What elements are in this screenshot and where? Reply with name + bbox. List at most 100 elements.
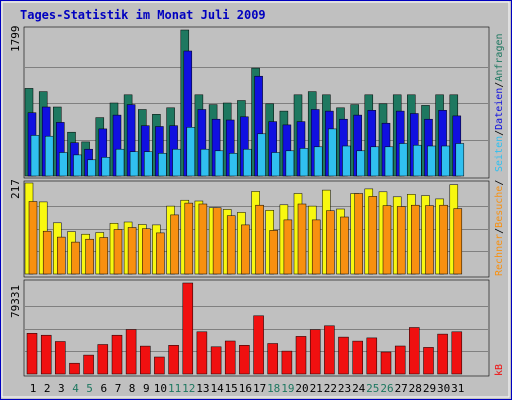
x-label-day-29: 29	[423, 382, 436, 395]
x-label-day-25: 25	[366, 382, 379, 395]
bar-visits-sites-day-28	[411, 204, 420, 275]
x-label-day-28: 28	[409, 382, 422, 395]
bar-requests-pages-day-26	[384, 146, 394, 177]
x-label-day-20: 20	[295, 382, 308, 395]
ymax-label-kbytes: 79331	[9, 285, 22, 318]
x-label-day-24: 24	[352, 382, 366, 395]
legend-files: Dateien	[494, 88, 505, 130]
bar-visits-sites-day-20	[297, 203, 307, 275]
bar-requests-pages-day-13	[200, 148, 210, 177]
bar-kbytes-kbytes-day-1	[26, 333, 38, 375]
bar-visits-sites-day-5	[85, 238, 94, 275]
bar-visits-sites-day-22	[326, 210, 335, 275]
chart-title: Tages-Statistik im Monat Juli 2009	[20, 8, 266, 22]
x-axis-labels: 1 2 3 4 5 6 7 8 9 10 11 12 13 14 15 16 17 18 19 20 21 22 23 24 2…	[30, 382, 465, 395]
bar-kbytes-kbytes-day-5	[83, 354, 94, 375]
bar-visits-sites-day-27	[396, 206, 406, 275]
bar-requests-pages-day-2	[44, 135, 54, 177]
bar-kbytes-kbytes-day-13	[196, 331, 208, 375]
bar-visits-sites-day-7	[113, 229, 123, 275]
x-label-day-17: 17	[253, 382, 266, 395]
bar-requests-pages-day-27	[398, 143, 408, 177]
bar-requests-pages-day-30	[441, 145, 450, 177]
bar-kbytes-kbytes-day-4	[69, 362, 80, 375]
bar-requests-pages-day-19	[285, 150, 295, 177]
bar-kbytes-kbytes-day-9	[140, 345, 151, 375]
bar-requests-pages-day-8	[129, 151, 139, 177]
x-label-day-12: 12	[182, 382, 195, 395]
bar-visits-sites-day-26	[382, 205, 392, 275]
bar-kbytes-kbytes-day-31	[451, 331, 463, 375]
x-label-day-7: 7	[115, 382, 122, 395]
x-label-day-18: 18	[267, 382, 280, 395]
x-label-day-3: 3	[58, 382, 65, 395]
bar-requests-pages-day-24	[356, 150, 365, 177]
bar-kbytes-kbytes-day-29	[423, 347, 434, 375]
bar-visits-sites-day-11	[170, 214, 179, 275]
legend-kbytes: kB	[494, 364, 505, 376]
x-label-day-31: 31	[451, 382, 464, 395]
x-label-day-27: 27	[395, 382, 408, 395]
bar-requests-pages-day-31	[455, 143, 465, 177]
bar-kbytes-kbytes-day-18	[267, 343, 278, 375]
bar-requests-pages-day-25	[370, 146, 380, 177]
legend-visits-label: Besuche	[494, 186, 505, 228]
x-label-day-16: 16	[239, 382, 252, 395]
bar-visits-sites-day-13	[198, 203, 208, 275]
bar-visits-sites-day-14	[212, 207, 222, 275]
x-label-day-9: 9	[143, 382, 150, 395]
legend-sep3: /	[494, 228, 505, 234]
bar-kbytes-kbytes-day-21	[309, 329, 321, 375]
bar-requests-pages-day-3	[59, 152, 68, 177]
bar-requests-pages-day-10	[158, 153, 167, 177]
bar-requests-pages-day-16	[243, 148, 252, 177]
bar-requests-pages-day-5	[87, 159, 96, 177]
bar-requests-pages-day-4	[73, 154, 82, 177]
bar-visits-sites-day-4	[71, 241, 80, 275]
x-label-day-10: 10	[154, 382, 167, 395]
bars	[24, 29, 465, 375]
bar-kbytes-kbytes-day-23	[338, 336, 349, 375]
bar-visits-sites-day-6	[99, 237, 109, 275]
x-label-day-8: 8	[129, 382, 136, 395]
bar-visits-sites-day-15	[226, 215, 236, 275]
legend-sep1: /	[494, 130, 505, 136]
bar-visits-sites-day-3	[57, 236, 66, 275]
bar-kbytes-kbytes-day-7	[111, 334, 123, 375]
bar-kbytes-kbytes-day-25	[366, 337, 378, 375]
bar-kbytes-kbytes-day-11	[168, 345, 179, 375]
bar-requests-pages-day-15	[228, 153, 238, 177]
legend-sep4: /	[494, 180, 505, 186]
x-label-day-13: 13	[196, 382, 209, 395]
bar-kbytes-kbytes-day-19	[281, 350, 293, 375]
bar-requests-pages-day-17	[257, 133, 266, 177]
bar-requests-pages-day-22	[328, 128, 337, 177]
bar-kbytes-kbytes-day-12	[182, 282, 194, 375]
bar-visits-sites-day-29	[425, 205, 434, 275]
legend-hits: Anfragen	[494, 33, 505, 81]
bar-kbytes-kbytes-day-15	[224, 340, 236, 375]
bar-visits-sites-day-1	[28, 201, 38, 275]
ymax-label-requests: 1799	[9, 26, 22, 53]
x-label-day-22: 22	[324, 382, 337, 395]
bar-visits-sites-day-18	[269, 230, 278, 275]
bar-visits-sites-day-25	[368, 196, 378, 275]
bar-requests-pages-day-12	[186, 127, 196, 177]
x-label-day-26: 26	[380, 382, 393, 395]
bar-visits-sites-day-30	[439, 204, 448, 275]
ymax-label-visits: 217	[9, 179, 22, 199]
bar-requests-pages-day-29	[427, 145, 436, 177]
bar-kbytes-kbytes-day-3	[55, 341, 66, 375]
bar-visits-sites-day-24	[354, 193, 363, 275]
bar-kbytes-kbytes-day-20	[295, 336, 307, 375]
bar-visits-sites-day-12	[184, 202, 194, 275]
bar-requests-pages-day-14	[214, 150, 224, 177]
bar-kbytes-kbytes-day-14	[210, 346, 222, 375]
bar-visits-sites-day-2	[42, 230, 52, 275]
x-label-day-5: 5	[86, 382, 93, 395]
bar-visits-sites-day-8	[127, 227, 137, 275]
bar-requests-pages-day-9	[144, 151, 153, 177]
x-label-day-6: 6	[100, 382, 107, 395]
bar-requests-pages-day-18	[271, 152, 280, 177]
